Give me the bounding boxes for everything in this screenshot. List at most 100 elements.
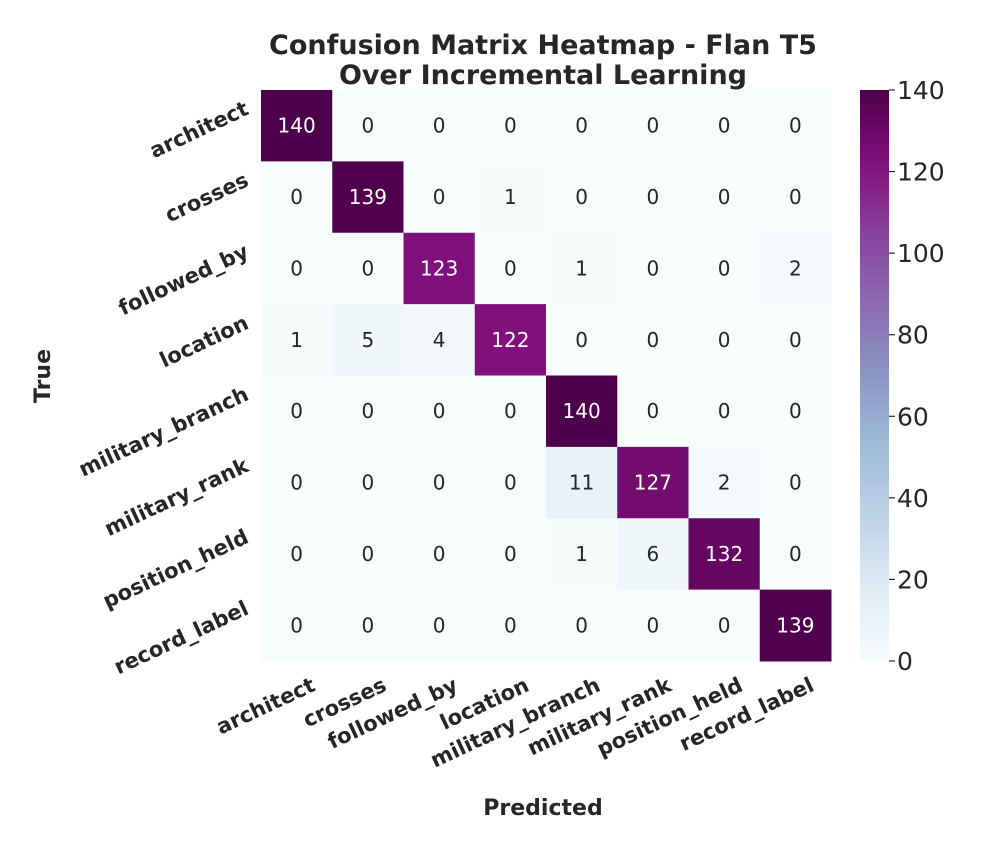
heatmap-cell: [759, 304, 832, 376]
colorbar-tick-label: 40: [897, 484, 929, 513]
x-axis-label: Predicted: [483, 796, 602, 821]
cell-value-label: 0: [290, 185, 303, 209]
cell-value-label: 0: [575, 613, 588, 637]
heatmap-cell: [403, 518, 476, 591]
heatmap-cell: [759, 161, 832, 234]
cell-value-label: 0: [789, 114, 802, 138]
heatmap-cell: [261, 518, 333, 591]
colorbar-tick-label: 20: [897, 565, 929, 594]
cell-value-label: 0: [504, 542, 517, 566]
heatmap-cell: [332, 90, 404, 162]
heatmap-cell: [403, 90, 476, 162]
heatmap-cell: [688, 375, 761, 448]
heatmap-cell: [332, 304, 404, 376]
heatmap-cell: [546, 304, 618, 376]
cell-value-label: 0: [789, 542, 802, 566]
y-axis-label: True: [31, 349, 56, 403]
cell-value-label: 0: [647, 613, 660, 637]
heatmap-cell: [546, 232, 618, 305]
y-tick-label: followed_by: [115, 239, 253, 320]
heatmap-cell: [474, 232, 547, 305]
cell-value-label: 0: [647, 328, 660, 352]
heatmap-cell: [546, 90, 618, 162]
cell-value-label: 0: [718, 185, 731, 209]
cell-value-label: 139: [349, 185, 387, 209]
cell-value-label: 0: [718, 256, 731, 280]
heatmap-cell: [261, 375, 333, 448]
heatmap-cells: 140 0 0 0 0 0 0 0 0 139 0 1 0 0 0 0 0 0 123 0 1 0 0 2 1 5 4 122 0 0 0 0…: [261, 90, 832, 662]
heatmap-cell: [474, 518, 547, 591]
cell-value-label: 0: [504, 471, 517, 495]
colorbar-tick-label: 0: [897, 647, 913, 676]
heatmap-cell: [474, 90, 547, 162]
heatmap-cell: [332, 446, 404, 519]
heatmap-cell: [617, 90, 689, 162]
heatmap-cell: [474, 446, 547, 519]
heatmap-cell: [403, 161, 476, 234]
heatmap-cell: [332, 375, 404, 448]
cell-value-label: 0: [433, 399, 446, 423]
cell-value-label: 11: [569, 471, 594, 495]
cell-value-label: 0: [718, 399, 731, 423]
heatmap-cell: [403, 232, 476, 305]
cell-value-label: 2: [789, 256, 802, 280]
cell-value-label: 0: [789, 471, 802, 495]
heatmap-cell: [759, 518, 832, 591]
y-tick-label: record_label: [110, 596, 252, 679]
heatmap-cell: [688, 232, 761, 305]
cell-value-label: 0: [433, 114, 446, 138]
heatmap-cell: [759, 375, 832, 448]
heatmap-cell: [617, 446, 689, 519]
heatmap-cell: [617, 232, 689, 305]
y-tick-label: location: [156, 311, 252, 373]
colorbar-tick-label: 80: [897, 321, 929, 350]
cell-value-label: 0: [290, 471, 303, 495]
heatmap-cell: [759, 446, 832, 519]
heatmap-cell: [688, 518, 761, 591]
heatmap-cell: [617, 304, 689, 376]
heatmap-cell: [474, 304, 547, 376]
heatmap-cell: [546, 446, 618, 519]
heatmap-cell: [261, 446, 333, 519]
cell-value-label: 2: [718, 471, 731, 495]
cell-value-label: 0: [789, 328, 802, 352]
cell-value-label: 0: [718, 114, 731, 138]
heatmap-cell: [617, 589, 689, 662]
colorbar-tick-label: 60: [897, 402, 929, 431]
cell-value-label: 0: [362, 114, 375, 138]
cell-value-label: 0: [433, 471, 446, 495]
cell-value-label: 0: [789, 185, 802, 209]
heatmap-cell: [474, 589, 547, 662]
y-tick-label: architect: [146, 96, 252, 163]
heatmap-cell: [688, 589, 761, 662]
cell-value-label: 0: [647, 399, 660, 423]
cell-value-label: 6: [647, 542, 660, 566]
heatmap-cell: [332, 232, 404, 305]
chart-title-line-2: Over Incremental Learning: [339, 60, 747, 91]
cell-value-label: 0: [433, 185, 446, 209]
cell-value-label: 0: [718, 613, 731, 637]
chart-title-line-1: Confusion Matrix Heatmap - Flan T5: [269, 30, 817, 61]
cell-value-label: 0: [290, 399, 303, 423]
heatmap-cell: [546, 161, 618, 234]
cell-value-label: 140: [278, 114, 316, 138]
heatmap-cell: [617, 375, 689, 448]
cell-value-label: 127: [634, 471, 672, 495]
cell-value-label: 1: [575, 256, 588, 280]
y-tick-label: position_held: [99, 525, 252, 613]
cell-value-label: 0: [504, 114, 517, 138]
heatmap-cell: [759, 589, 832, 662]
heatmap-cell: [403, 304, 476, 376]
cell-value-label: 0: [647, 256, 660, 280]
heatmap-cell: [261, 232, 333, 305]
cell-value-label: 0: [433, 542, 446, 566]
heatmap-cell: [546, 375, 618, 448]
cell-value-label: 140: [563, 399, 601, 423]
heatmap-cell: [546, 589, 618, 662]
heatmap-cell: [261, 161, 333, 234]
heatmap-cell: [759, 90, 832, 162]
heatmap-cell: [546, 518, 618, 591]
cell-value-label: 0: [362, 471, 375, 495]
cell-value-label: 0: [504, 256, 517, 280]
y-tick-label: military_rank: [101, 453, 253, 541]
